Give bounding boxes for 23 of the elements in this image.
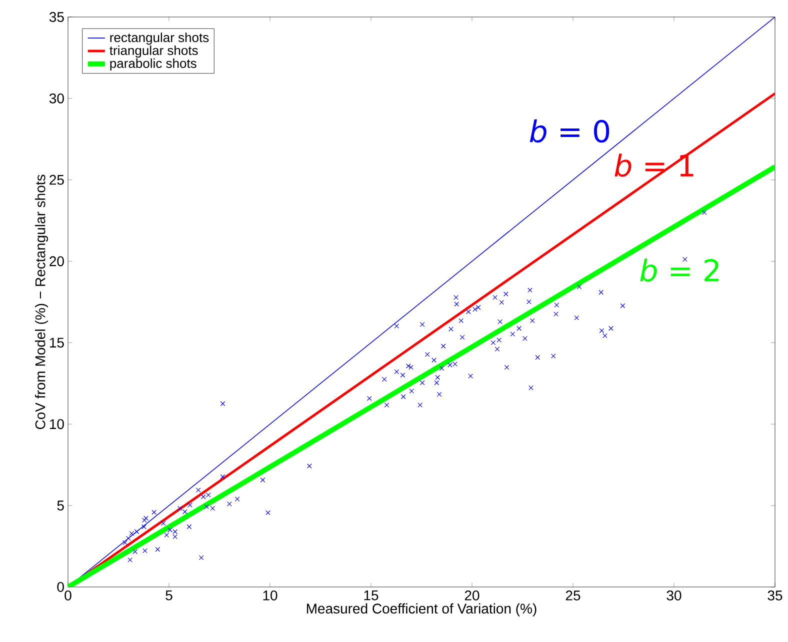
legend-label: rectangular shots [110,32,209,45]
x-tick-label: 20 [464,590,480,600]
legend-label: triangular shots [110,46,198,58]
y-tick-label: 25 [50,174,64,185]
y-tick-label: 5 [57,500,64,510]
annotation: b = 2 [640,258,718,282]
y-tick-label: 35 [49,12,64,22]
x-tick-label: 5 [166,590,172,600]
y-tick-label: 15 [50,338,64,348]
x-tick-label: 30 [666,590,682,600]
x-tick-label: 25 [566,590,580,600]
y-axis-title: CoV from Model (%) − Rectangular shots [34,174,48,430]
x-tick-label: 0 [64,590,72,600]
annotation: b = 0 [530,119,610,143]
x-tick-label: 10 [263,590,278,600]
y-tick-label: 20 [50,256,64,266]
y-tick-label: 30 [49,93,64,104]
y-tick-label: 10 [50,419,64,430]
legend-label: parabolic shots [110,58,196,71]
y-tick-label: 0 [57,582,64,592]
x-tick-label: 35 [768,590,782,600]
x-axis-title: Measured Coefficient of Variation (%) [306,603,536,616]
x-tick-label: 15 [364,590,378,600]
